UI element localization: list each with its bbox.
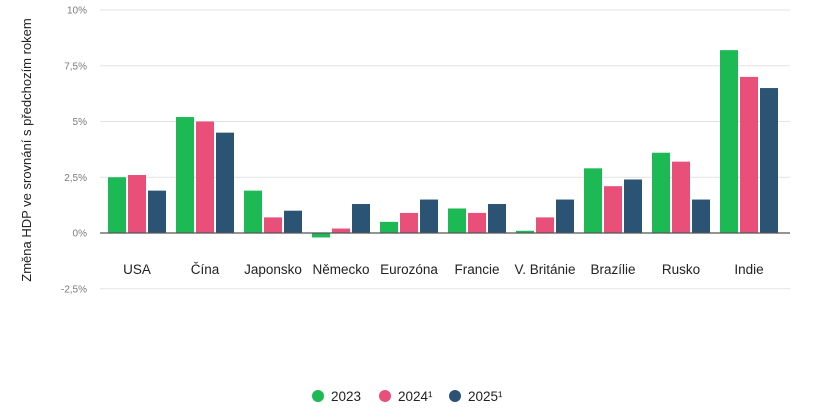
legend-label: 2025¹ <box>468 389 503 404</box>
legend-item-2023[interactable]: 2023 <box>312 389 361 404</box>
y-tick-label: 0% <box>73 229 88 240</box>
bar-2025-3[interactable] <box>352 204 370 233</box>
bar-2023-5[interactable] <box>448 208 466 233</box>
bar-2024-1[interactable] <box>196 121 214 234</box>
category-label: V. Británie <box>514 262 575 277</box>
category-label: Čína <box>191 262 220 277</box>
bar-2023-6[interactable] <box>516 230 534 233</box>
bar-2023-3[interactable] <box>312 233 330 238</box>
category-label: Brazílie <box>590 262 635 277</box>
legend-swatch <box>379 390 391 402</box>
bar-2023-0[interactable] <box>108 177 126 233</box>
legend-label: 2024¹ <box>398 389 433 404</box>
bar-2023-7[interactable] <box>584 168 602 233</box>
category-label: Německo <box>312 262 369 277</box>
bar-2023-4[interactable] <box>380 221 398 233</box>
bar-2023-1[interactable] <box>176 117 194 233</box>
bar-2023-2[interactable] <box>244 190 262 233</box>
legend[interactable]: 2023 2024¹ 2025¹ <box>312 389 503 404</box>
legend-item-2025[interactable]: 2025¹ <box>449 389 503 404</box>
bar-2024-5[interactable] <box>468 212 486 233</box>
bar-2025-4[interactable] <box>420 199 438 233</box>
legend-swatch <box>449 390 461 402</box>
y-tick-label: 5% <box>73 117 88 128</box>
bar-2023-8[interactable] <box>652 152 670 233</box>
bar-2024-7[interactable] <box>604 186 622 233</box>
bar-2024-2[interactable] <box>264 217 282 233</box>
bar-2025-7[interactable] <box>624 179 642 233</box>
bars <box>108 50 778 238</box>
y-tick-label: 7,5% <box>64 61 87 72</box>
bar-2025-1[interactable] <box>216 132 234 233</box>
bar-2025-2[interactable] <box>284 210 302 233</box>
category-labels: USA Čína Japonsko Německo Eurozóna Francie V. … <box>123 262 764 277</box>
bar-2023-9[interactable] <box>720 50 738 233</box>
category-label: Eurozóna <box>380 262 438 277</box>
bar-2024-0[interactable] <box>128 175 146 233</box>
bar-2024-8[interactable] <box>672 161 690 233</box>
legend-label: 2023 <box>331 389 361 404</box>
bar-2025-8[interactable] <box>692 199 710 233</box>
category-label: Rusko <box>662 262 700 277</box>
bar-2025-9[interactable] <box>760 88 778 233</box>
bar-2024-4[interactable] <box>400 212 418 233</box>
category-label: Francie <box>454 262 499 277</box>
y-axis-label: Změna HDP ve srovnání s předchozím rokem <box>19 18 34 281</box>
bar-2025-5[interactable] <box>488 204 506 233</box>
y-tick-label: -2,5% <box>61 284 87 295</box>
bar-2024-6[interactable] <box>536 217 554 233</box>
category-label: Indie <box>734 262 763 277</box>
y-tick-label: 2,5% <box>64 173 87 184</box>
bar-2024-3[interactable] <box>332 228 350 233</box>
y-tick-label: 10% <box>67 6 87 17</box>
bar-2025-6[interactable] <box>556 199 574 233</box>
category-label: USA <box>123 262 151 277</box>
bar-2024-9[interactable] <box>740 76 758 234</box>
bar-2025-0[interactable] <box>148 190 166 233</box>
category-label: Japonsko <box>244 262 302 277</box>
legend-swatch <box>312 390 324 402</box>
y-axis-ticks: 10% 7,5% 5% 2,5% 0% -2,5% <box>61 6 87 296</box>
legend-item-2024[interactable]: 2024¹ <box>379 389 433 404</box>
